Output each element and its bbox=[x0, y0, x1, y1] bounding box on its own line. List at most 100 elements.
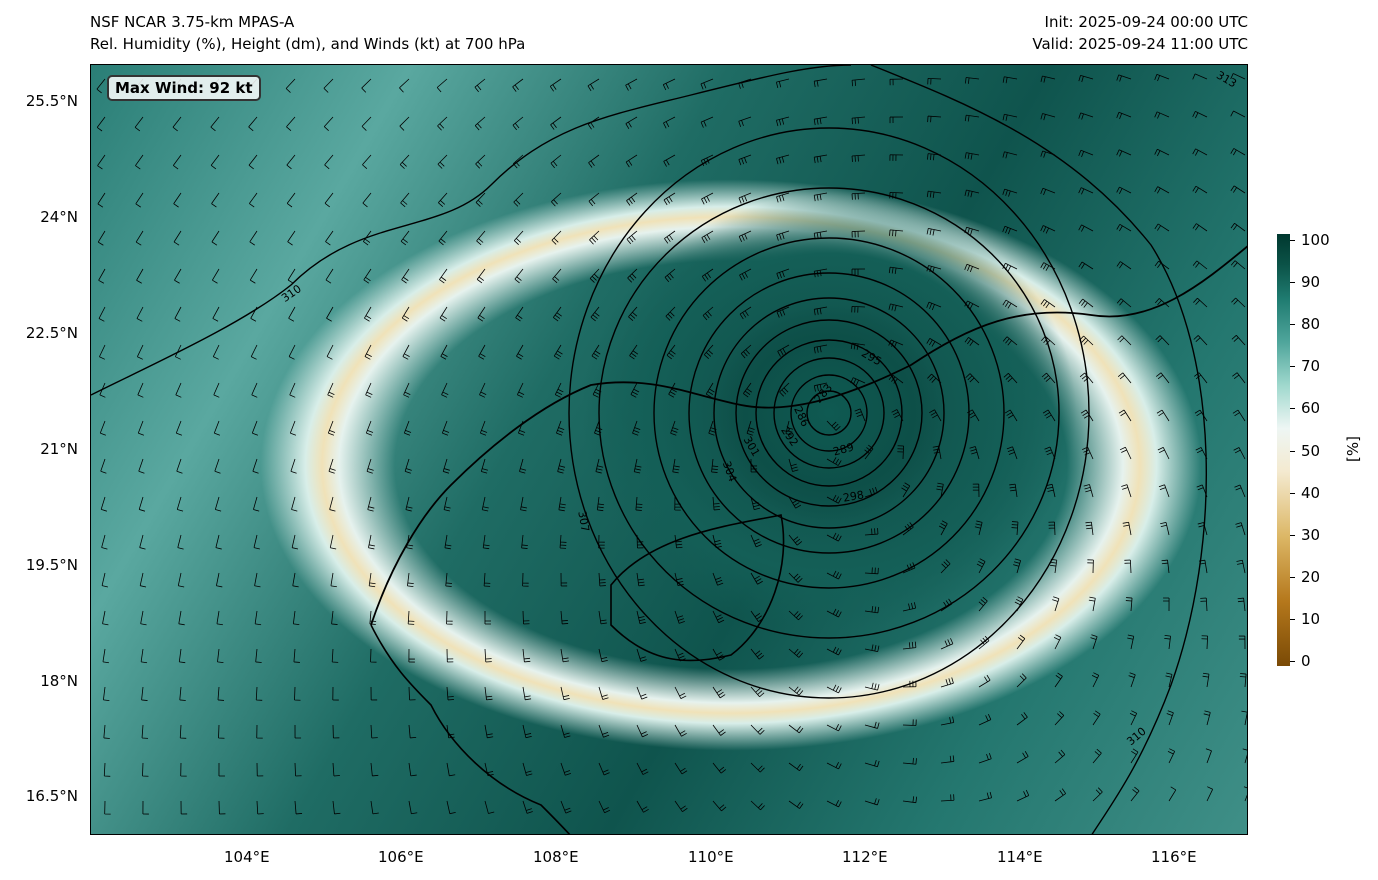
wind-barb bbox=[864, 528, 879, 536]
wind-barb bbox=[743, 382, 752, 398]
wind-barb bbox=[750, 610, 764, 622]
wind-barb bbox=[663, 154, 676, 167]
wind-barb bbox=[978, 713, 992, 726]
wind-barb bbox=[1042, 409, 1056, 422]
wind-barb bbox=[439, 306, 448, 322]
wind-barb bbox=[406, 534, 414, 550]
wind-barb bbox=[813, 382, 828, 392]
wind-barb bbox=[484, 610, 491, 625]
height-contour bbox=[790, 374, 868, 452]
wind-barb bbox=[1231, 297, 1246, 308]
wind-barb bbox=[750, 458, 758, 473]
wind-barb bbox=[286, 154, 296, 170]
wind-barb bbox=[864, 486, 878, 498]
wind-barb bbox=[964, 263, 980, 273]
wind-barb bbox=[964, 189, 980, 198]
wind-barb bbox=[636, 724, 649, 738]
wind-barb bbox=[558, 496, 566, 512]
wind-barb bbox=[291, 496, 298, 512]
wind-barb bbox=[135, 154, 144, 170]
wind-barb bbox=[214, 496, 222, 512]
wind-barb bbox=[1197, 522, 1208, 536]
wind-barb bbox=[327, 420, 336, 436]
wind-barb bbox=[587, 78, 600, 92]
wind-barb bbox=[475, 154, 486, 169]
wind-barb bbox=[138, 458, 145, 474]
wind-barb bbox=[1238, 635, 1246, 650]
lon-label: 116°E bbox=[1151, 848, 1197, 866]
wind-barb bbox=[851, 268, 866, 276]
wind-barb bbox=[1054, 711, 1065, 726]
wind-barb bbox=[1236, 559, 1246, 574]
wind-barb bbox=[1078, 187, 1094, 195]
wind-barb bbox=[323, 78, 334, 93]
wind-barb bbox=[625, 78, 638, 91]
wind-barb bbox=[1232, 409, 1246, 422]
wind-barb bbox=[1156, 409, 1170, 422]
height-contour bbox=[568, 127, 1090, 699]
wind-barb bbox=[446, 610, 453, 625]
wind-barb bbox=[439, 268, 448, 284]
wind-barb bbox=[775, 78, 790, 89]
wind-barb bbox=[1237, 597, 1246, 612]
wind-barb bbox=[139, 572, 147, 588]
wind-barb bbox=[788, 572, 803, 583]
wind-barb bbox=[519, 458, 527, 474]
wind-barb bbox=[1016, 751, 1029, 764]
colorbar-tick bbox=[1290, 492, 1295, 494]
wind-barb bbox=[1194, 372, 1208, 384]
wind-barb bbox=[1078, 261, 1094, 270]
wind-barb bbox=[665, 306, 676, 321]
wind-barb bbox=[1154, 73, 1170, 82]
wind-barb bbox=[1198, 559, 1208, 574]
colorbar-tick-label: 70 bbox=[1301, 357, 1321, 376]
wind-barb bbox=[522, 724, 532, 739]
wind-barb bbox=[672, 458, 680, 474]
wind-barb bbox=[332, 686, 339, 701]
wind-barb bbox=[636, 800, 649, 813]
wind-barb bbox=[1079, 372, 1094, 384]
wind-barb bbox=[1192, 111, 1208, 119]
wind-barb bbox=[978, 635, 990, 650]
wind-barb bbox=[408, 724, 417, 739]
wind-barb bbox=[703, 344, 714, 359]
wind-barb bbox=[902, 719, 917, 726]
wind-barb bbox=[440, 344, 448, 360]
wind-barb bbox=[103, 686, 110, 702]
wind-barb bbox=[702, 306, 714, 321]
wind-barb bbox=[1080, 409, 1094, 422]
wind-barb bbox=[1116, 261, 1132, 270]
wind-barb bbox=[1011, 521, 1019, 536]
wind-barb bbox=[366, 458, 374, 474]
wind-barb bbox=[902, 680, 917, 688]
wind-barb bbox=[701, 192, 714, 205]
height-contour bbox=[598, 187, 1060, 639]
wind-barb bbox=[592, 382, 602, 398]
wind-barb bbox=[368, 534, 376, 550]
wind-barb bbox=[1155, 372, 1170, 384]
wind-barb bbox=[369, 610, 377, 625]
colorbar-tick-label: 10 bbox=[1301, 609, 1321, 628]
wind-barb bbox=[746, 420, 755, 436]
wind-barb bbox=[1193, 335, 1208, 346]
wind-barb bbox=[598, 762, 610, 776]
wind-barb bbox=[1241, 710, 1247, 726]
wind-barb bbox=[1078, 75, 1094, 83]
wind-barb bbox=[1230, 110, 1246, 118]
wind-barb bbox=[738, 230, 752, 243]
wind-barb bbox=[1040, 225, 1056, 234]
wind-barb bbox=[636, 648, 647, 662]
wind-barb bbox=[1116, 298, 1132, 308]
wind-barb bbox=[294, 800, 303, 815]
wind-barb bbox=[1117, 335, 1132, 346]
wind-barb bbox=[437, 116, 448, 131]
wind-barb bbox=[813, 306, 828, 316]
wind-barb bbox=[134, 116, 144, 132]
wind-barb bbox=[1082, 446, 1094, 460]
wind-barb bbox=[477, 306, 486, 322]
max-wind-box: Max Wind: 92 kt bbox=[107, 75, 261, 101]
wind-barb bbox=[712, 648, 725, 661]
wind-barb bbox=[522, 686, 532, 701]
wind-barb bbox=[635, 496, 643, 511]
wind-barb bbox=[851, 192, 866, 200]
